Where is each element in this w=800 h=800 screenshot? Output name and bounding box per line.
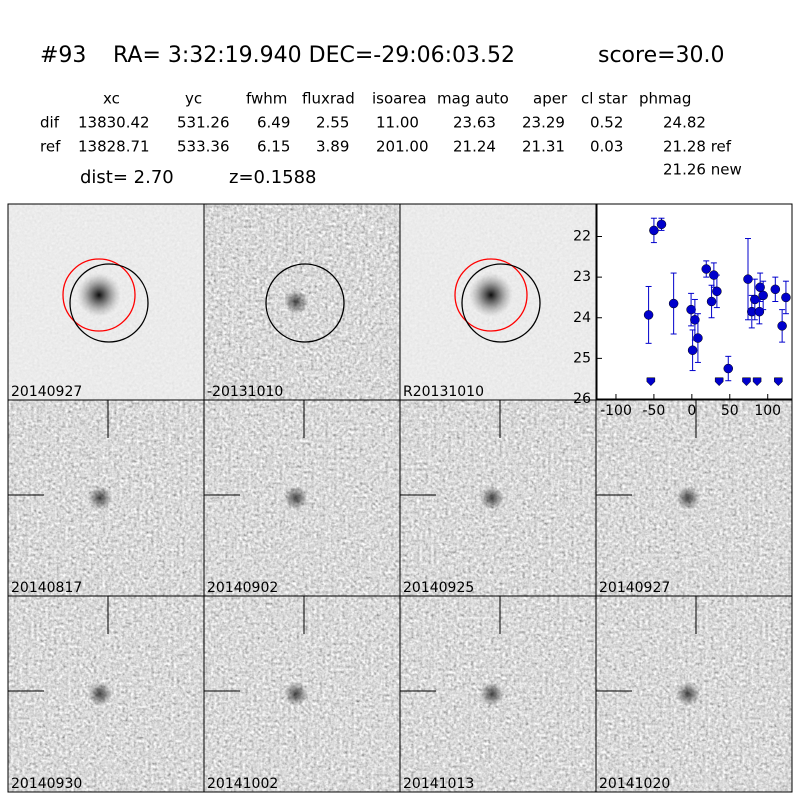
table-cell: 2.55 — [316, 114, 349, 132]
point — [649, 225, 659, 236]
panel-label: 20141020 — [599, 776, 670, 792]
point — [686, 304, 696, 315]
point — [668, 298, 679, 309]
point — [687, 345, 698, 355]
table-cell: 201.00 — [376, 138, 429, 156]
object-id: #93 — [40, 43, 86, 68]
source-blob — [480, 486, 504, 510]
source-blob — [88, 682, 112, 706]
x-tick-label: 0 — [687, 403, 696, 419]
y-tick-label: 24 — [573, 310, 591, 326]
table-cell: 11.00 — [376, 114, 419, 132]
column-header: fwhm — [246, 90, 287, 108]
panel-label: 20140930 — [11, 776, 82, 792]
red-aperture — [62, 258, 136, 332]
table-cell: 533.36 — [177, 138, 230, 156]
x-tick-label: 100 — [754, 403, 781, 419]
distance: dist= 2.70 — [80, 167, 174, 188]
column-header: fluxrad — [302, 90, 355, 108]
table-cell: 0.52 — [590, 114, 623, 132]
row-label: dif — [40, 114, 60, 132]
source-blob — [88, 486, 112, 510]
panel-label: 20141013 — [403, 776, 474, 792]
table-cell: 3.89 — [316, 138, 349, 156]
panel-label: 20140817 — [11, 580, 82, 596]
source-blob — [480, 682, 504, 706]
point — [754, 306, 765, 317]
column-header: phmag — [639, 90, 691, 108]
coordinates: RA= 3:32:19.940 DEC=-29:06:03.52 — [113, 43, 515, 68]
column-header: xc — [103, 90, 120, 108]
column-header: cl star — [581, 90, 628, 108]
table-cell: 13828.71 — [78, 138, 150, 156]
panel-label: 20140927 — [11, 384, 82, 400]
limit-marker — [752, 377, 762, 387]
x-tick-label: -100 — [600, 403, 632, 419]
limit-marker — [774, 377, 783, 387]
point — [781, 292, 791, 303]
panel-label: 20140927 — [599, 580, 670, 596]
y-tick-label: 22 — [573, 229, 591, 245]
limit-marker — [742, 377, 751, 387]
data-layer — [643, 217, 791, 387]
table-cell: 21.31 — [522, 138, 565, 156]
phmag-new: 21.26 new — [663, 161, 742, 179]
point — [712, 286, 722, 297]
source-blob — [77, 273, 121, 317]
table-cell: 0.03 — [590, 138, 623, 156]
column-header: yc — [185, 90, 202, 108]
table-cell: 23.63 — [453, 114, 496, 132]
redshift: z=0.1588 — [229, 167, 317, 188]
panel-label: 20140902 — [207, 580, 278, 596]
panel-label: -20131010 — [207, 384, 283, 400]
y-tick-label: 25 — [573, 350, 591, 366]
source-blob — [284, 486, 308, 510]
panel-label: 20140925 — [403, 580, 474, 596]
x-tick-label: 50 — [721, 403, 739, 419]
column-header: mag auto — [437, 90, 509, 108]
y-tick-label: 26 — [573, 391, 591, 407]
red-aperture — [454, 258, 528, 332]
point — [777, 321, 787, 331]
table-cell: 21.24 — [453, 138, 496, 156]
point — [706, 296, 717, 307]
source-blob — [284, 682, 308, 706]
point — [743, 274, 753, 284]
table-cell: 6.15 — [257, 138, 290, 156]
table-cell: 23.29 — [522, 114, 565, 132]
limit-marker — [646, 377, 656, 387]
point — [690, 315, 700, 325]
source-blob — [676, 682, 700, 706]
point — [701, 264, 712, 274]
table-cell: 24.82 — [663, 114, 706, 132]
point — [643, 310, 654, 320]
panel-label: R20131010 — [403, 384, 484, 400]
point — [656, 219, 667, 230]
point — [770, 284, 781, 295]
y-tick-label: 23 — [573, 269, 591, 285]
source-blob — [676, 486, 700, 510]
source-blob — [284, 290, 308, 314]
black-aperture — [265, 263, 345, 343]
point — [723, 363, 734, 374]
column-header: isoarea — [372, 90, 427, 108]
source-blob — [469, 273, 513, 317]
table-cell: 13830.42 — [78, 114, 150, 132]
x-tick-label: -50 — [642, 403, 665, 419]
limit-marker — [714, 377, 724, 387]
table-cell: 531.26 — [177, 114, 230, 132]
point — [693, 333, 703, 343]
row-label: ref — [40, 138, 61, 156]
table-cell: 21.28 ref — [663, 138, 732, 156]
black-aperture — [69, 263, 149, 343]
column-header: aper — [533, 90, 568, 108]
black-aperture — [461, 263, 541, 343]
panel-frame — [595, 595, 793, 793]
panel-label: 20141002 — [207, 776, 278, 792]
score: score=30.0 — [598, 43, 725, 68]
point — [758, 290, 768, 301]
table-cell: 6.49 — [257, 114, 290, 132]
